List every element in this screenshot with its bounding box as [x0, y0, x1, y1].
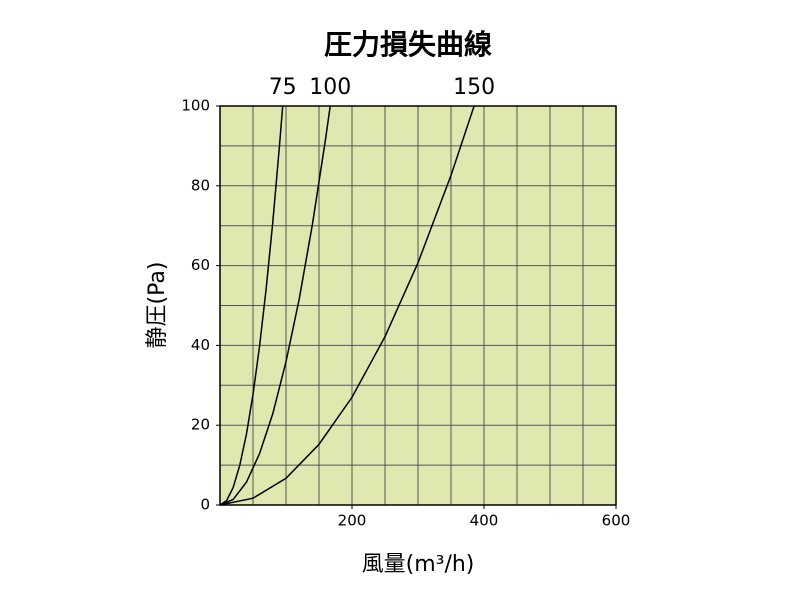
- curve-label: 100: [309, 75, 351, 100]
- plot-border: [219, 105, 617, 506]
- curve-label: 75: [269, 75, 297, 100]
- y-tick-label: 0: [200, 496, 210, 514]
- curve: [219, 105, 331, 506]
- x-tick-label: 400: [470, 512, 499, 530]
- y-tick-label: 20: [191, 416, 210, 434]
- x-axis-title: 風量(m³/h): [362, 552, 475, 577]
- chart-title: 圧力損失曲線: [324, 28, 492, 61]
- y-axis-title: 静圧(Pa): [145, 262, 170, 349]
- y-tick-label: 80: [191, 176, 210, 194]
- curve: [219, 105, 284, 506]
- y-tick-label: 60: [191, 256, 210, 274]
- curve: [219, 105, 475, 506]
- y-tick-label: 40: [191, 336, 210, 354]
- x-tick-label: 600: [602, 512, 631, 530]
- curve-label: 150: [453, 75, 495, 100]
- x-tick-label: 200: [338, 512, 367, 530]
- y-tick-label: 100: [181, 97, 210, 115]
